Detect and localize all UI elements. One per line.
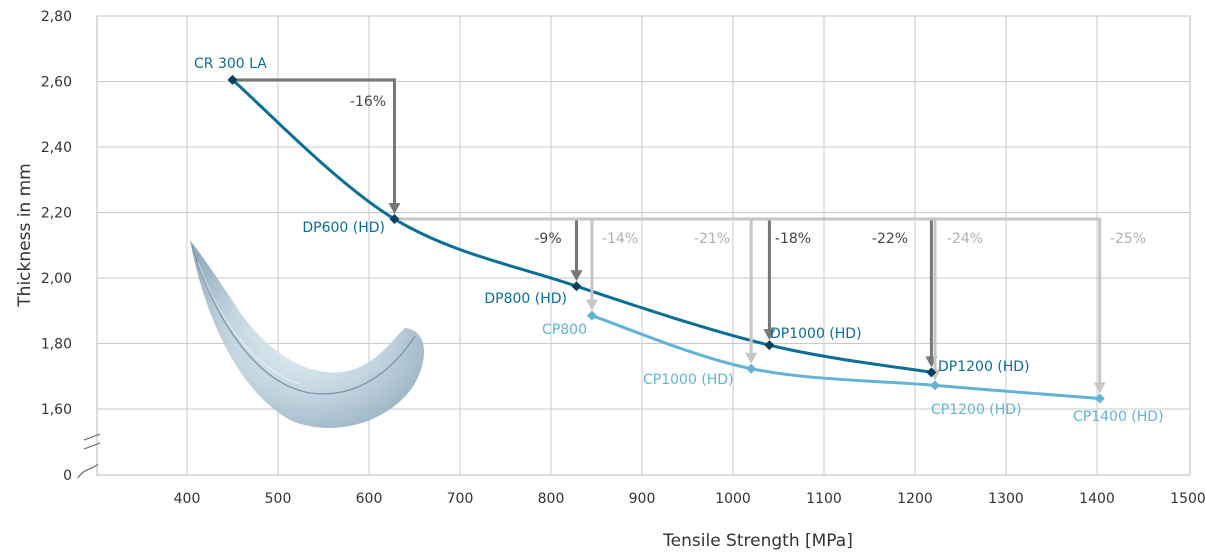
reduction-percent-label: -18% (775, 231, 811, 247)
data-point-label: CP1400 (HD) (1073, 409, 1164, 425)
feather-illustration (190, 240, 425, 429)
x-tick-label: 1100 (806, 491, 842, 507)
data-point-marker (571, 281, 582, 292)
data-point-label: CR 300 LA (194, 56, 267, 72)
axis-break-mark (83, 433, 101, 450)
x-tick-label: 400 (174, 491, 201, 507)
y-tick-label: 2,20 (41, 206, 72, 222)
reduction-arrowhead (1093, 382, 1106, 394)
y-tick-label: 1,60 (41, 402, 72, 418)
data-point-label: DP800 (HD) (484, 291, 567, 307)
x-tick-label: 600 (356, 491, 383, 507)
point-labels: CR 300 LA DP600 (HD) DP800 (HD) DP1000 (HD)… (194, 56, 1164, 425)
data-point-label: DP600 (HD) (302, 220, 385, 236)
y-tick-label: 2,80 (41, 9, 72, 25)
reduction-arrowhead (585, 299, 598, 311)
x-tick-label: 1400 (1079, 491, 1115, 507)
reduction-arrow-line (394, 217, 937, 378)
reduction-arrows: -16% -9% -14% -21% -18% -22% -24% -25% (232, 78, 1146, 394)
cp-series-line (591, 314, 1100, 401)
data-point-marker (930, 380, 941, 391)
reduction-arrow-line (394, 217, 1102, 391)
y-tick-label: 1,80 (41, 337, 72, 353)
data-point-marker (227, 74, 238, 85)
reduction-arrowhead (570, 270, 583, 282)
reduction-arrow-line (232, 78, 396, 212)
data-point-marker (389, 214, 400, 225)
data-point-label: CP1000 (HD) (643, 372, 734, 388)
data-point-label: CP1200 (HD) (931, 402, 1022, 418)
data-point-marker (926, 367, 937, 378)
y-tick-label: 2,40 (41, 140, 72, 156)
reduction-percent-label: -25% (1110, 231, 1146, 247)
reduction-arrowhead (745, 352, 758, 364)
axes: 2,80 2,60 2,40 2,20 2,00 1,80 1,60 0 400 500 600 70… (41, 9, 1205, 507)
axis-break-mark (77, 463, 99, 479)
y-axis-title: Thickness in mm (15, 163, 35, 307)
x-tick-label: 1200 (897, 491, 933, 507)
reduction-percent-label: -24% (947, 231, 983, 247)
y-tick-label-zero: 0 (63, 468, 72, 484)
x-tick-label: 700 (447, 491, 474, 507)
x-tick-label: 800 (538, 491, 565, 507)
reduction-arrowhead (388, 203, 401, 215)
reduction-percent-label: -16% (350, 94, 386, 110)
x-tick-label: 900 (629, 491, 656, 507)
grid-lines (96, 15, 1191, 476)
data-point-label: DP1200 (HD) (938, 359, 1030, 375)
x-tick-label: 500 (265, 491, 292, 507)
data-point-marker (764, 340, 775, 351)
plot-frame (96, 15, 1191, 476)
data-point-label: CP800 (542, 322, 587, 338)
reduction-percent-label: -22% (872, 231, 908, 247)
reduction-arrowhead (763, 329, 776, 341)
x-tick-label: 1500 (1170, 491, 1205, 507)
reduction-percent-label: -21% (694, 231, 730, 247)
y-tick-label: 2,60 (41, 75, 72, 91)
data-point-marker (1094, 393, 1105, 404)
reduction-percent-label: -9% (534, 231, 561, 247)
data-points (227, 74, 1105, 404)
y-tick-label: 2,00 (41, 271, 72, 287)
data-point-marker (746, 363, 757, 374)
x-tick-label: 1300 (988, 491, 1024, 507)
reduction-percent-label: -14% (602, 231, 638, 247)
data-point-label: DP1000 (HD) (770, 326, 862, 342)
data-point-marker (586, 310, 597, 321)
x-tick-label: 1000 (715, 491, 751, 507)
reduction-arrow-line (394, 217, 578, 279)
x-axis-title: Tensile Strength [MPa] (662, 531, 853, 551)
